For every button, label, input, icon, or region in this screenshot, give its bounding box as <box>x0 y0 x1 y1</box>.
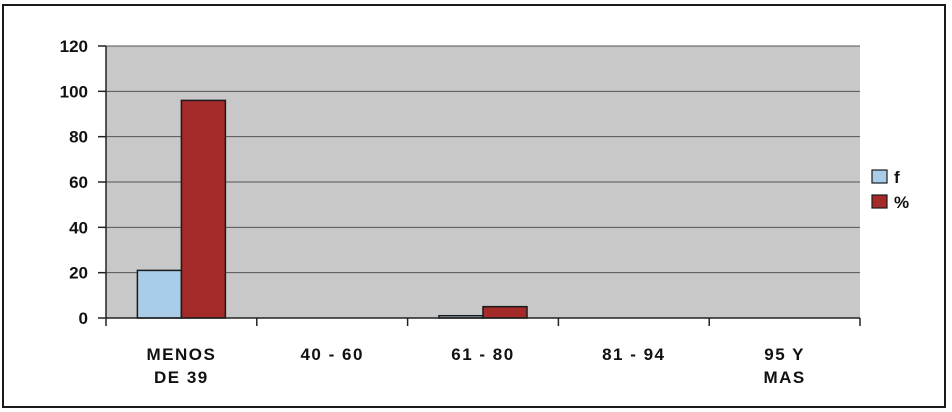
y-tick-label: 80 <box>69 128 88 147</box>
y-tick-label: 40 <box>69 218 88 237</box>
x-category-label: 40 - 60 <box>300 345 363 364</box>
x-category-label: 61 - 80 <box>451 345 514 364</box>
axes <box>98 45 861 326</box>
grid-lines <box>106 45 860 274</box>
bar-f-0 <box>136 269 183 319</box>
legend-swatch-f <box>871 169 888 184</box>
bar-%-0 <box>180 99 227 319</box>
x-category-label: 95 Y <box>764 345 805 364</box>
x-category-label: MAS <box>763 368 805 387</box>
bar-chart: 0 20 40 60 80 100 120 MENOS DE 39 40 - 60 61 - 80 8… <box>60 37 910 387</box>
y-tick-label: 0 <box>79 309 88 328</box>
x-category-label: 81 - 94 <box>602 345 665 364</box>
axis-labels: 0 20 40 60 80 100 120 MENOS DE 39 40 - 60 61 - 80 8… <box>60 37 805 387</box>
legend-swatch-% <box>871 194 888 209</box>
chart-frame: 0 20 40 60 80 100 120 MENOS DE 39 40 - 60 61 - 80 8… <box>2 4 946 408</box>
y-tick-label: 20 <box>69 264 88 283</box>
y-tick-label: 120 <box>60 37 88 56</box>
y-tick-label: 60 <box>69 173 88 192</box>
legend-label: f <box>894 168 900 187</box>
x-category-label: MENOS <box>146 345 216 364</box>
legend-label: % <box>894 193 909 212</box>
legend: f% <box>871 168 909 212</box>
x-category-label: DE 39 <box>154 368 209 387</box>
bar-%-2 <box>482 305 528 319</box>
y-tick-label: 100 <box>60 82 88 101</box>
